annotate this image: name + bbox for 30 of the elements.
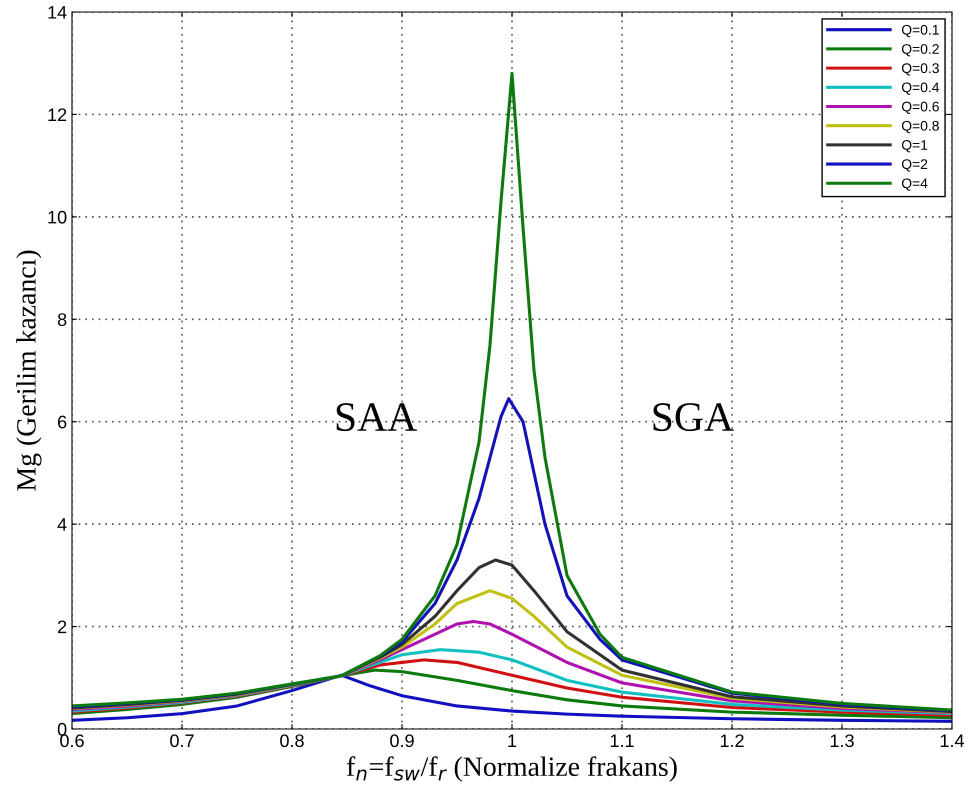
y-tick-label: 12: [48, 108, 66, 121]
y-tick-label: 14: [48, 6, 67, 19]
legend-label: Q=2: [902, 159, 928, 172]
y-tick-label: 4: [58, 518, 67, 531]
annotation: SAA: [336, 403, 417, 432]
x-tick-label: 1.4: [940, 734, 964, 747]
x-tick-label: 1.2: [720, 734, 744, 747]
x-tick-label: 0.8: [280, 734, 304, 748]
x-tick-label: 0.6: [60, 734, 84, 748]
x-tick-label: 0.9: [390, 734, 414, 748]
legend-label: Q=0.8: [902, 120, 939, 134]
y-axis-title: Mg (Gerilim kazancı): [16, 250, 42, 491]
legend-label: Q=4: [902, 178, 928, 191]
x-axis-title: f$_{n}$=f$_{sw}$/f$_{r}$ (Normalize frakans): [346, 756, 677, 782]
y-tick-label: 10: [48, 210, 66, 224]
annotation: SGA: [654, 403, 734, 432]
legend-label: Q=1: [902, 140, 928, 152]
x-tick-label: 1.1: [610, 734, 634, 747]
y-tick-label: 0: [58, 722, 66, 736]
legend-label: Q=0.6: [902, 102, 939, 114]
x-tick-label: 1.3: [830, 734, 854, 748]
x-tick-label: 0.7: [170, 734, 194, 748]
legend-label: Q=0.2: [902, 44, 939, 56]
legend-label: Q=0.4: [902, 82, 940, 95]
y-tick-label: 8: [58, 313, 66, 326]
y-tick-label: 2: [58, 620, 66, 634]
legend-label: Q=0.3: [902, 63, 939, 76]
legend-label: Q=0.1: [902, 24, 939, 38]
y-tick-label: 6: [58, 416, 66, 428]
x-tick-label: 1: [508, 734, 516, 747]
